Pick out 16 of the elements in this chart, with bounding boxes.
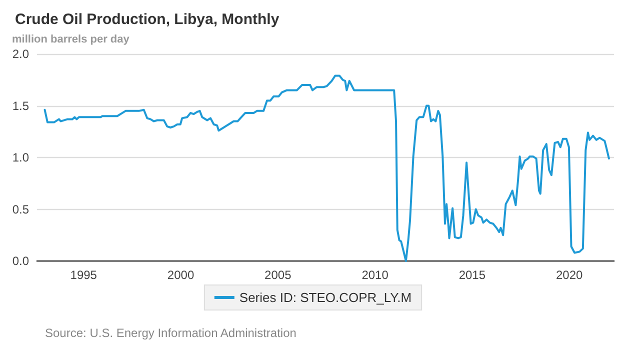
x-tick-label: 2020	[556, 268, 583, 282]
y-tick-label: 0.5	[12, 202, 30, 216]
y-tick-label: 1.0	[12, 150, 30, 164]
y-axis-title: million barrels per day	[12, 34, 130, 46]
y-tick-label: 1.5	[12, 98, 30, 113]
x-tick-label: 2000	[167, 268, 194, 282]
x-tick-label: 2015	[458, 268, 486, 282]
y-tick-label: 0.0	[12, 254, 30, 268]
y-tick-label: 2.0	[12, 47, 30, 61]
x-tick-label: 2010	[362, 268, 389, 282]
line-series	[44, 74, 610, 262]
chart-title: Crude Oil Production, Libya, Monthly	[15, 11, 280, 28]
legend-label: Series ID: STEO.COPR_LY.M	[239, 290, 412, 305]
source-note: Source: U.S. Energy Information Administration	[45, 326, 296, 340]
x-tick-label: 1995	[70, 268, 98, 282]
x-tick-label: 2005	[264, 268, 292, 282]
